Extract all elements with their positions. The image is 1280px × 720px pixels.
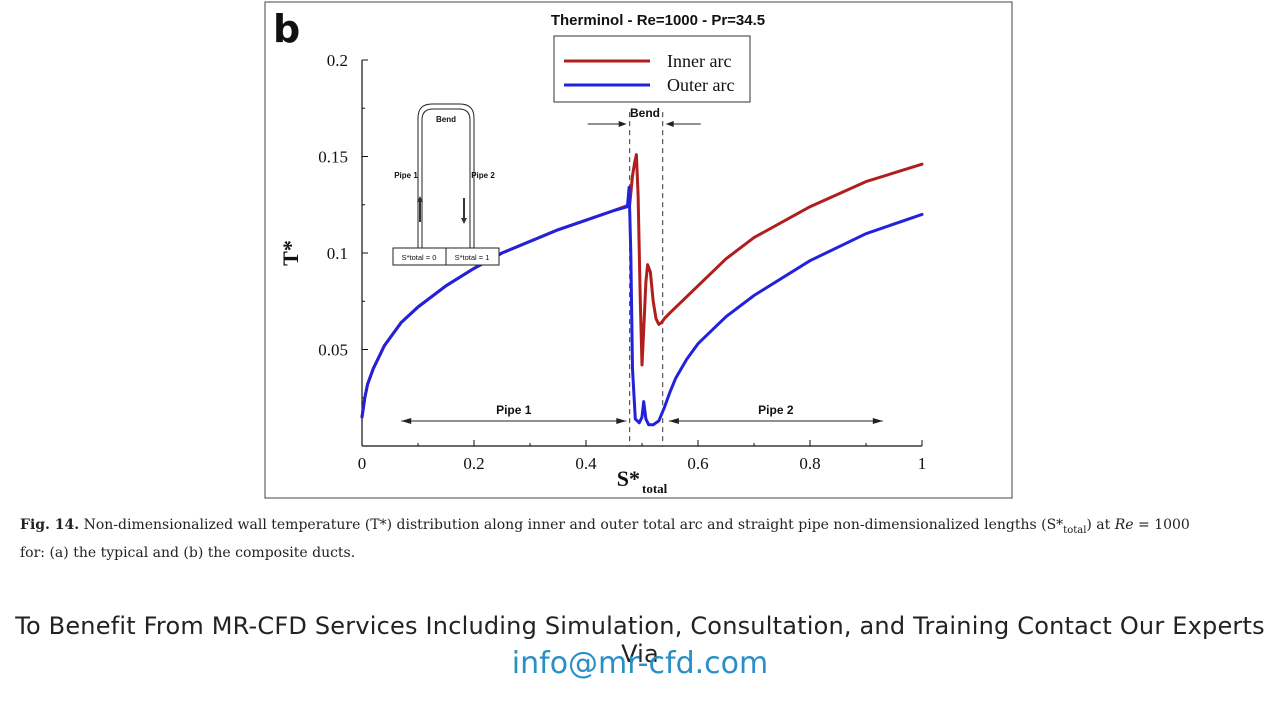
legend-box	[553, 35, 751, 103]
inset-pipe-outer	[417, 103, 475, 250]
inset-arrowhead-up	[417, 196, 423, 202]
legend-label-inner-arc: Inner arc	[667, 51, 731, 71]
inset-pipe1-label: Pipe 1	[394, 171, 418, 180]
chart-svg: b Therminol - Re=1000 - Pr=34.5 0 0.2 0.4 0…	[264, 1, 1013, 499]
x-axis-label-main: S*	[617, 466, 640, 491]
bend-markers	[587, 112, 701, 446]
series-line-outer-arc	[360, 185, 924, 427]
x-tick-label: 0.6	[687, 454, 708, 473]
pipe-annotations: Pipe 1 Pipe 2	[401, 403, 883, 424]
figure-caption: Fig. 14. Non-dimensionalized wall temper…	[20, 514, 1265, 564]
y-tick-label: 0.2	[327, 51, 348, 70]
bend-arrowhead-right	[665, 121, 674, 127]
chart-figure: b Therminol - Re=1000 - Pr=34.5 0 0.2 0.4 0…	[264, 1, 1013, 499]
x-axis-label-sub: total	[642, 481, 668, 496]
caption-text-re: Re	[1114, 517, 1134, 533]
inset-s1-label: S*total = 1	[455, 253, 490, 262]
legend: Inner arc Outer arc	[553, 35, 751, 103]
promo-text: To Benefit From MR-CFD Services Includin…	[15, 612, 1265, 668]
contact-email-text[interactable]: info@mr-cfd.com	[511, 646, 769, 681]
pipe-arrowhead-left	[668, 418, 679, 424]
caption-text-c: = 1000	[1138, 517, 1190, 533]
y-tick-label: 0.05	[318, 341, 348, 360]
pipe-label: Pipe 2	[758, 403, 794, 417]
x-tick-label: 0.4	[575, 454, 597, 473]
x-tick-label: 0.8	[799, 454, 820, 473]
caption-text-d: for: (a) the typical and (b) the composi…	[20, 544, 356, 561]
inset-s0-label: S*total = 0	[402, 253, 437, 262]
x-tick-label: 0.2	[463, 454, 484, 473]
pipe-label: Pipe 1	[496, 403, 532, 417]
inset-pipe-inner	[421, 108, 471, 250]
y-tick-label: 0.1	[327, 244, 348, 263]
series-group	[360, 153, 924, 427]
legend-label-outer-arc: Outer arc	[667, 75, 734, 95]
panel-label: b	[273, 7, 300, 51]
x-tick-label: 1	[918, 454, 927, 473]
x-tick-label: 0	[358, 454, 367, 473]
chart-title: Therminol - Re=1000 - Pr=34.5	[551, 12, 765, 29]
bend-arrowhead-left	[618, 121, 627, 127]
contact-email-link[interactable]: info@mr-cfd.com	[0, 646, 1280, 681]
inset-pipe2-label: Pipe 2	[471, 171, 495, 180]
pipe-arrowhead-right	[616, 418, 627, 424]
y-axis-label: T*	[278, 240, 303, 266]
pipe-arrowhead-right	[872, 418, 883, 424]
inset-bend-label: Bend	[436, 115, 456, 124]
caption-label: Fig. 14.	[20, 517, 80, 533]
y-tick-label: 0.15	[318, 148, 348, 167]
inset-s1-box	[445, 247, 500, 266]
pipe-arrowhead-left	[401, 418, 412, 424]
caption-text-b: ) at	[1086, 517, 1111, 533]
inset-arrowhead-down	[461, 218, 467, 224]
inset-schematic: Bend Pipe 1 Pipe 2 S*total = 0 S*total =…	[392, 103, 500, 266]
caption-text-a: Non-dimensionalized wall temperature (T*…	[83, 517, 1064, 533]
axis-tick-labels: 0 0.2 0.4 0.6 0.8 1 0.05 0.1 0.15 0.2	[318, 51, 926, 473]
x-axis-label: S*	[617, 466, 640, 491]
caption-text-sub: total	[1063, 524, 1087, 536]
bend-label: Bend	[630, 106, 660, 120]
